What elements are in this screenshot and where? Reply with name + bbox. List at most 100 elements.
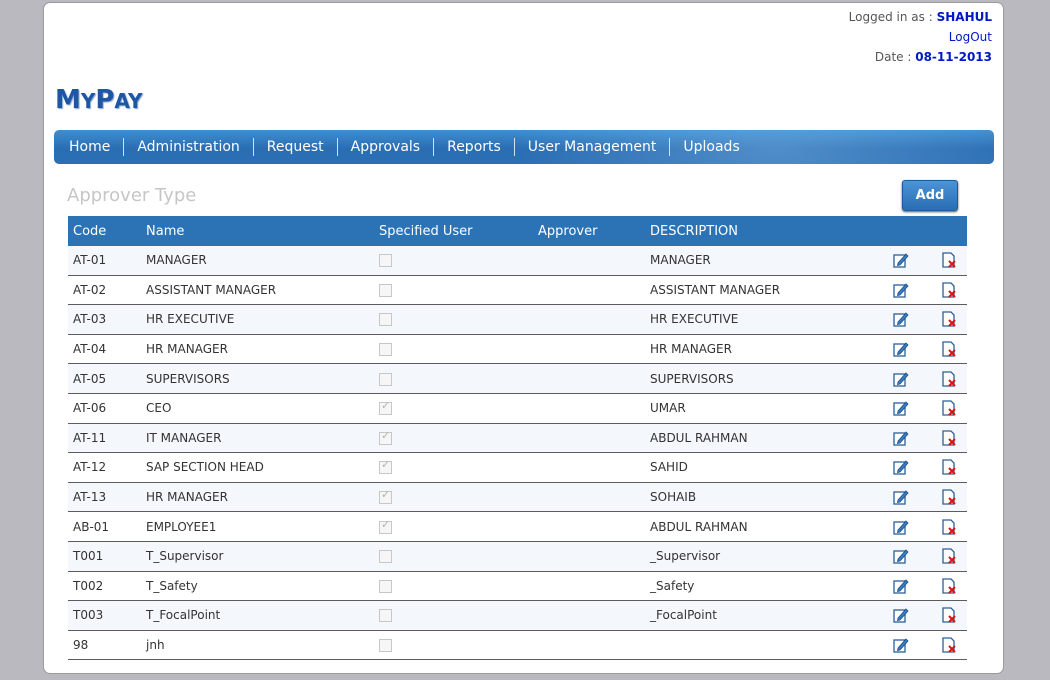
delete-icon[interactable] <box>940 577 958 595</box>
username: SHAHUL <box>936 10 992 24</box>
cell-description: SAHID <box>645 452 887 483</box>
main-nav: Home Administration Request Approvals Report… <box>54 130 994 164</box>
edit-icon[interactable] <box>892 606 910 624</box>
edit-icon[interactable] <box>892 310 910 328</box>
nav-item-home[interactable]: Home <box>69 139 111 155</box>
cell-code: AT-13 <box>68 482 141 513</box>
cell-description <box>645 630 887 661</box>
specified-user-checkbox[interactable] <box>379 518 392 534</box>
specified-user-checkbox[interactable] <box>379 254 392 268</box>
approver-type-table: Code Name Specified User Approver DESCRI… <box>68 216 967 661</box>
cell-approver <box>533 630 645 661</box>
edit-icon[interactable] <box>892 488 910 506</box>
specified-user-checkbox[interactable] <box>379 343 392 357</box>
cell-delete <box>935 334 967 365</box>
cell-specified-user <box>374 363 533 394</box>
cell-edit <box>887 246 935 276</box>
cell-approver <box>533 393 645 424</box>
cell-specified-user <box>374 571 533 602</box>
cell-delete <box>935 600 967 631</box>
edit-icon[interactable] <box>892 636 910 654</box>
edit-icon[interactable] <box>892 547 910 565</box>
nav-item-approvals[interactable]: Approvals <box>336 138 433 156</box>
specified-user-checkbox[interactable] <box>379 639 392 653</box>
edit-icon[interactable] <box>892 518 910 536</box>
edit-icon[interactable] <box>892 340 910 358</box>
delete-icon[interactable] <box>940 606 958 624</box>
cell-specified-user <box>374 541 533 572</box>
edit-icon[interactable] <box>892 577 910 595</box>
table-row: AT-02 ASSISTANT MANAGER ASSISTANT MANAGER <box>68 275 967 306</box>
cell-code: AT-02 <box>68 275 141 306</box>
cell-delete <box>935 275 967 306</box>
cell-name: SUPERVISORS <box>141 363 374 394</box>
specified-user-checkbox[interactable] <box>379 429 392 445</box>
cell-delete <box>935 246 967 276</box>
cell-approver <box>533 541 645 572</box>
delete-icon[interactable] <box>940 429 958 447</box>
specified-user-checkbox[interactable] <box>379 609 392 623</box>
col-specified-user: Specified User <box>379 223 473 239</box>
specified-user-checkbox[interactable] <box>379 283 392 297</box>
cell-delete <box>935 423 967 454</box>
delete-icon[interactable] <box>940 310 958 328</box>
delete-icon[interactable] <box>940 458 958 476</box>
nav-item-uploads[interactable]: Uploads <box>669 138 752 156</box>
delete-icon[interactable] <box>940 340 958 358</box>
add-button[interactable]: Add <box>902 180 958 211</box>
edit-icon[interactable] <box>892 399 910 417</box>
table-row: T001 T_Supervisor _Supervisor <box>68 541 967 572</box>
cell-name: T_Supervisor <box>141 541 374 572</box>
cell-description: UMAR <box>645 393 887 424</box>
table-row: AT-04 HR MANAGER HR MANAGER <box>68 334 967 365</box>
cell-delete <box>935 363 967 394</box>
delete-icon[interactable] <box>940 251 958 269</box>
edit-icon[interactable] <box>892 251 910 269</box>
nav-item-administration[interactable]: Administration <box>123 138 252 156</box>
delete-icon[interactable] <box>940 281 958 299</box>
cell-specified-user <box>374 452 533 483</box>
cell-edit <box>887 571 935 602</box>
cell-delete <box>935 511 967 542</box>
edit-icon[interactable] <box>892 429 910 447</box>
delete-icon[interactable] <box>940 488 958 506</box>
cell-edit <box>887 600 935 631</box>
cell-code: AT-01 <box>68 246 141 276</box>
cell-edit <box>887 393 935 424</box>
specified-user-checkbox[interactable] <box>379 399 392 416</box>
specified-user-checkbox[interactable] <box>379 579 392 593</box>
nav-item-request[interactable]: Request <box>252 138 337 156</box>
specified-user-checkbox[interactable] <box>379 550 392 564</box>
table-row: T003 T_FocalPoint _FocalPoint <box>68 600 967 631</box>
delete-icon[interactable] <box>940 636 958 654</box>
cell-name: ASSISTANT MANAGER <box>141 275 374 306</box>
cell-description: _Safety <box>645 571 887 602</box>
edit-icon[interactable] <box>892 370 910 388</box>
edit-icon[interactable] <box>892 458 910 476</box>
cell-description: ASSISTANT MANAGER <box>645 275 887 306</box>
cell-approver <box>533 246 645 276</box>
delete-icon[interactable] <box>940 518 958 536</box>
delete-icon[interactable] <box>940 399 958 417</box>
specified-user-checkbox[interactable] <box>379 313 392 327</box>
cell-specified-user <box>374 334 533 365</box>
nav-item-reports[interactable]: Reports <box>433 138 514 156</box>
cell-edit <box>887 630 935 661</box>
cell-name: IT MANAGER <box>141 423 374 454</box>
logout-link[interactable]: LogOut <box>948 30 992 44</box>
table-row: AT-05 SUPERVISORS SUPERVISORS <box>68 363 967 394</box>
cell-edit <box>887 363 935 394</box>
edit-icon[interactable] <box>892 281 910 299</box>
specified-user-checkbox[interactable] <box>379 488 392 505</box>
specified-user-checkbox[interactable] <box>379 458 392 475</box>
cell-specified-user <box>374 423 533 454</box>
cell-name: HR MANAGER <box>141 334 374 365</box>
specified-user-checkbox[interactable] <box>379 372 392 386</box>
delete-icon[interactable] <box>940 370 958 388</box>
nav-item-user-management[interactable]: User Management <box>513 138 670 156</box>
delete-icon[interactable] <box>940 547 958 565</box>
cell-edit <box>887 511 935 542</box>
